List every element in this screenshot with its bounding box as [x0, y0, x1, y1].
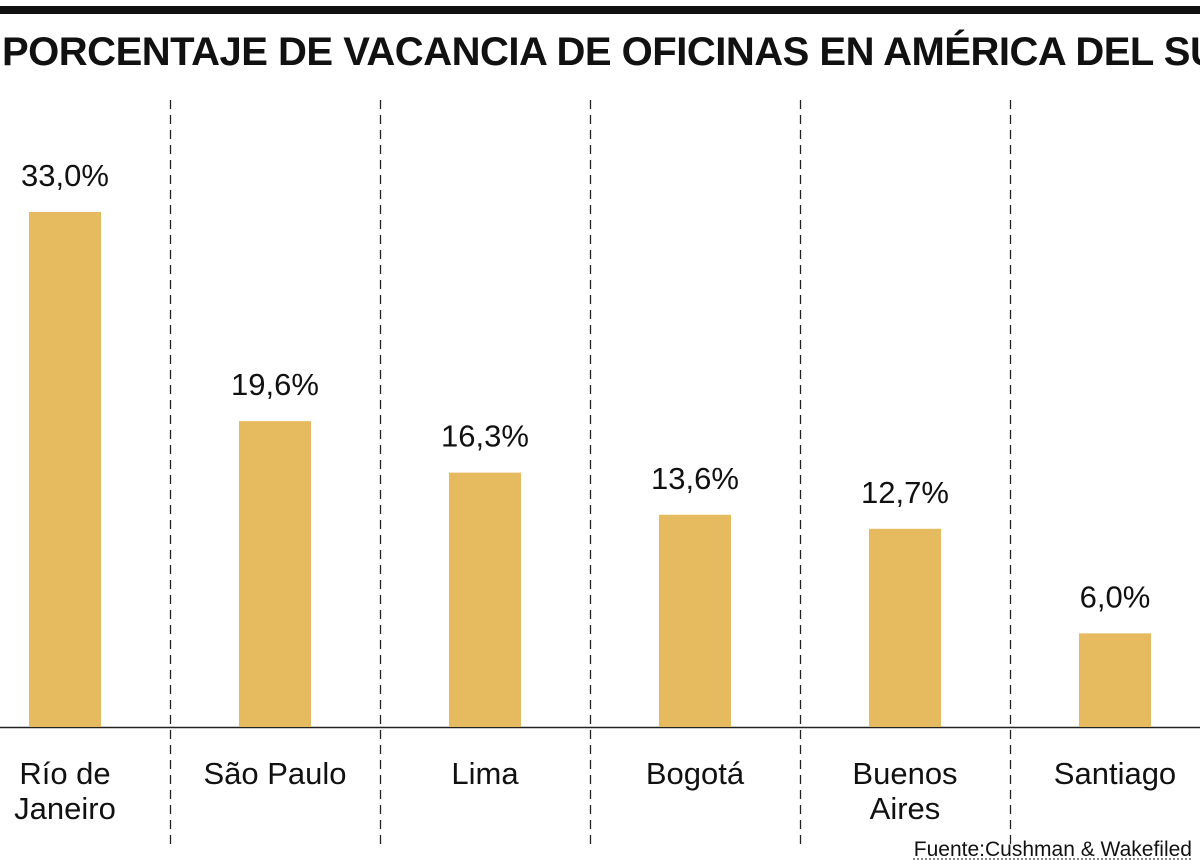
bar-value-label: 13,6%	[651, 461, 739, 496]
bar	[449, 472, 521, 727]
top-rule	[0, 6, 1200, 14]
source-note: Fuente:Cushman & Wakefiled	[913, 838, 1192, 861]
bar	[29, 212, 101, 727]
bar	[659, 514, 731, 727]
bar	[869, 528, 941, 727]
category-label: Santiago	[1054, 756, 1176, 791]
category-label: Buenos	[852, 756, 957, 791]
bar-value-label: 19,6%	[231, 367, 319, 402]
category-label: Bogotá	[646, 756, 745, 791]
category-label: Lima	[451, 756, 519, 791]
bar	[239, 421, 311, 727]
bar	[1079, 633, 1151, 727]
category-label: Janeiro	[14, 791, 116, 826]
category-label: Río de	[19, 756, 110, 791]
category-label: São Paulo	[203, 756, 346, 791]
bar-value-label: 6,0%	[1080, 579, 1151, 614]
bar-value-label: 12,7%	[861, 475, 949, 510]
category-label: Aires	[870, 791, 941, 826]
chart-title: PORCENTAJE DE VACANCIA DE OFICINAS EN AM…	[2, 30, 1200, 74]
bar-value-label: 16,3%	[441, 419, 529, 454]
bar-value-label: 33,0%	[21, 158, 109, 193]
